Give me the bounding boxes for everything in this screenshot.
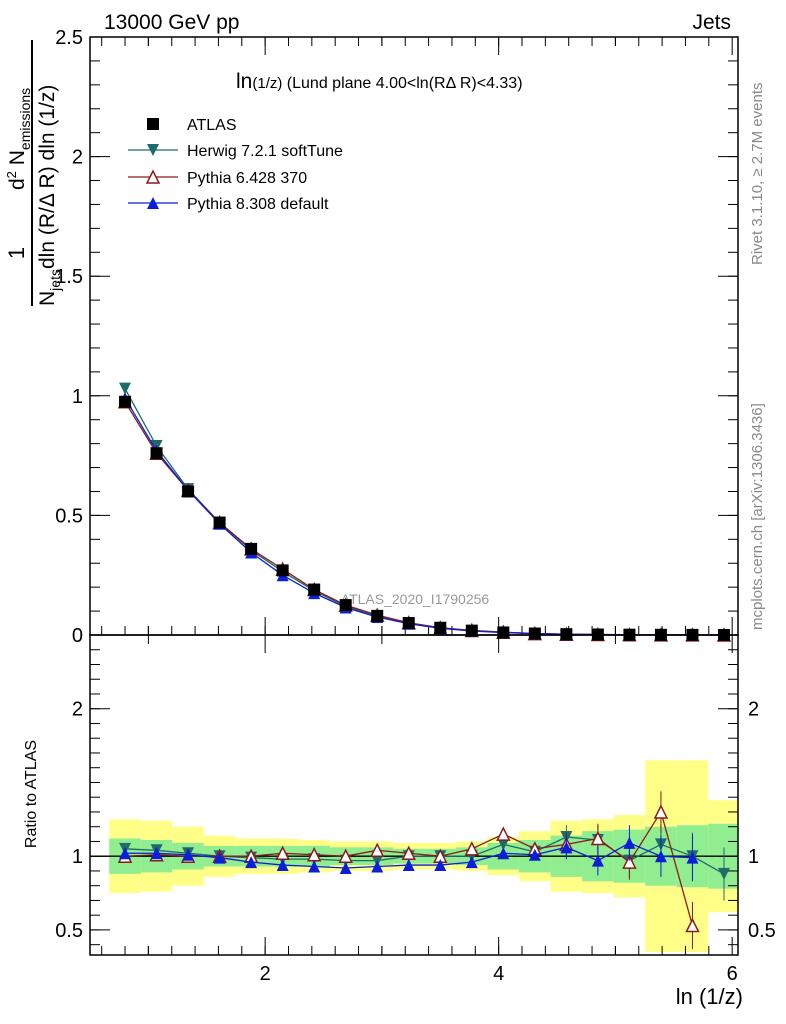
mcplots-label: mcplots.cern.ch [arXiv:1306.3436] xyxy=(749,403,766,630)
ratio-y-tick-label-right: 1 xyxy=(748,846,759,868)
ratio-y-axis-title: Ratio to ATLAS xyxy=(23,740,40,848)
x-tick-label: 6 xyxy=(727,963,738,985)
ylabel-numerator: d2 Nemissions xyxy=(4,88,33,190)
ratio-point-s1 xyxy=(622,854,637,869)
ylabel-n: N xyxy=(6,150,29,171)
ylabel-one: 1 xyxy=(4,247,29,259)
ratio-y-tick-label: 0.5 xyxy=(55,920,83,942)
plot-title-paren: (1/z) xyxy=(252,75,282,92)
upper-point-s0 xyxy=(276,564,289,577)
legend-marker xyxy=(147,118,159,130)
ratio-point-s2 xyxy=(560,841,573,854)
ratio-point-s2 xyxy=(119,847,132,860)
upper-point-s0 xyxy=(308,583,321,596)
ratio-point-s0 xyxy=(497,838,510,851)
ratio-point-s2 xyxy=(339,861,352,874)
upper-point-s0 xyxy=(245,542,258,555)
upper-y-tick-label: 2.5 xyxy=(55,27,83,49)
upper-y-tick-label: 0 xyxy=(72,625,83,647)
ratio-point-s2 xyxy=(402,859,415,872)
upper-point-s0 xyxy=(213,516,226,529)
ratio-point-s2 xyxy=(308,860,321,873)
upper-point-s0 xyxy=(528,627,541,640)
ratio-point-s1 xyxy=(496,826,511,841)
legend-label: ATLAS xyxy=(187,117,237,134)
x-axis-title: ln (1/z) xyxy=(676,984,743,1009)
ratio-point-s2 xyxy=(434,859,447,872)
ratio-point-s2 xyxy=(182,848,195,861)
upper-point-s0 xyxy=(150,447,163,460)
ratio-point-s1 xyxy=(464,841,480,856)
x-tick-label: 2 xyxy=(260,963,271,985)
ratio-point-s2 xyxy=(371,860,384,873)
rivet-label: Rivet 3.1.10, ≥ 2.7M events xyxy=(749,83,766,266)
upper-y-tick-label: 1 xyxy=(72,386,83,408)
ratio-point-s2 xyxy=(465,856,478,869)
ratio-point-s2 xyxy=(623,836,636,849)
legend-marker xyxy=(145,169,161,184)
ratio-point-s0 xyxy=(717,867,730,880)
ratio-point-s2 xyxy=(528,848,541,861)
ratio-point-s1 xyxy=(653,804,669,819)
watermark: ATLAS_2020_I1790256 xyxy=(341,591,490,607)
upper-y-tick-label: 0.5 xyxy=(55,505,83,527)
ratio-point-s2 xyxy=(213,851,226,864)
upper-point-s0 xyxy=(434,621,447,634)
x-tick-label: 4 xyxy=(493,963,504,985)
ratio-point-s1 xyxy=(685,917,700,933)
legend-label: Pythia 6.428 370 xyxy=(187,170,307,187)
ratio-y-tick-label: 2 xyxy=(72,699,83,721)
upper-point-s0 xyxy=(465,624,478,637)
upper-point-s0 xyxy=(182,485,195,498)
legend-marker xyxy=(147,197,159,209)
ratio-frame xyxy=(89,634,739,956)
ylabel-d2: d xyxy=(6,178,29,190)
ratio-y-tick-label-right: 2 xyxy=(748,699,759,721)
upper-point-s1 xyxy=(119,382,132,395)
legend-marker xyxy=(147,144,159,156)
upper-point-s0 xyxy=(339,599,352,612)
ratio-point-s2 xyxy=(497,847,510,860)
ratio-y-tick-label-right: 0.5 xyxy=(748,920,776,942)
upper-point-s0 xyxy=(119,395,132,408)
ratio-point-s2 xyxy=(150,847,163,860)
upper-point-s0 xyxy=(371,609,384,622)
ratio-y-tick-label: 1 xyxy=(72,846,83,868)
upper-y-tick-label: 2 xyxy=(72,147,83,169)
plot-title: ln(1/z) (Lund plane 4.00<ln(RΔ R)<4.33) xyxy=(236,70,523,93)
header-right: Jets xyxy=(692,11,731,34)
ratio-panel: 0.5 0.5 1 1 2 2 2 4 6 xyxy=(55,634,776,985)
header-left: 13000 GeV pp xyxy=(104,11,239,34)
ratio-point-s2 xyxy=(591,854,604,867)
ratio-point-s1 xyxy=(590,830,606,846)
ratio-point-s1 xyxy=(370,842,385,858)
upper-point-s0 xyxy=(402,617,415,630)
upper-y-axis-title: 1 d2 Nemissions Njetsdln (R/Δ R) dln (1/… xyxy=(4,40,63,306)
plot-title-main: ln xyxy=(236,70,252,93)
plot-title-rest: (Lund plane 4.00<ln(RΔ R)<4.33) xyxy=(282,75,522,92)
ylabel-den-n: N xyxy=(36,291,59,306)
ratio-point-s2 xyxy=(686,851,699,864)
legend: ATLAS Herwig 7.2.1 softTune Pythia 6.428 3… xyxy=(128,117,343,213)
ylabel-den-sub: jets xyxy=(47,269,63,292)
ylabel-den-rest: dln (R/Δ R) dln (1/z) xyxy=(36,85,59,269)
ratio-point-s2 xyxy=(276,859,289,872)
ylabel-denominator: Njetsdln (R/Δ R) dln (1/z) xyxy=(36,85,63,306)
ylabel-sup2: 2 xyxy=(4,171,19,178)
upper-y-tick-label: 1.5 xyxy=(55,266,83,288)
ylabel-sub-emissions: emissions xyxy=(17,88,33,150)
ratio-point-s2 xyxy=(654,850,667,863)
ratio-point-s2 xyxy=(245,856,258,869)
legend-label: Pythia 8.308 default xyxy=(187,196,329,213)
legend-label: Herwig 7.2.1 softTune xyxy=(187,143,343,160)
